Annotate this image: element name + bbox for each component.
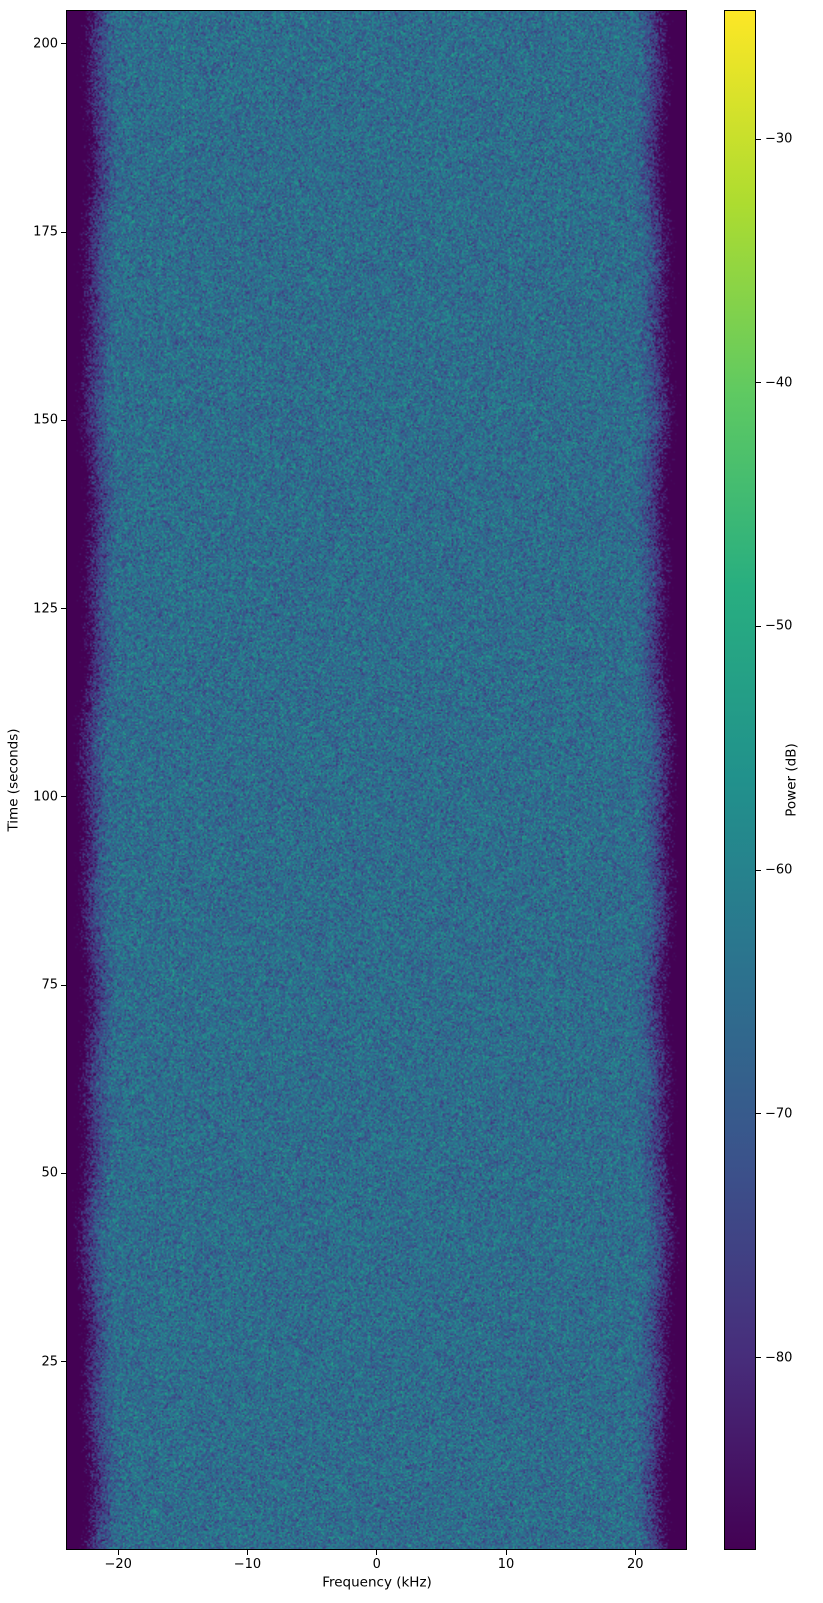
colorbar-tick-mark bbox=[756, 138, 761, 140]
colorbar-tick-label: −30 bbox=[765, 131, 793, 147]
colorbar-tick-label: −80 bbox=[765, 1350, 793, 1365]
colorbar-tick-mark bbox=[756, 1113, 761, 1115]
x-tick-label: 20 bbox=[627, 1557, 644, 1572]
y-tick-mark bbox=[61, 984, 66, 986]
y-tick-mark bbox=[61, 1172, 66, 1174]
colorbar-gradient bbox=[724, 10, 756, 1550]
spectrogram-canvas bbox=[66, 10, 687, 1550]
x-tick-label: −10 bbox=[233, 1557, 262, 1572]
x-tick-mark bbox=[117, 1550, 119, 1555]
y-tick-mark bbox=[61, 1361, 66, 1363]
x-tick-mark bbox=[246, 1550, 248, 1555]
colorbar-tick-mark bbox=[756, 625, 761, 627]
x-tick-label: 10 bbox=[497, 1557, 515, 1572]
y-tick-mark bbox=[61, 43, 66, 45]
x-tick-mark bbox=[505, 1550, 507, 1555]
x-tick-label: −20 bbox=[104, 1557, 132, 1572]
y-tick-mark bbox=[61, 796, 66, 798]
colorbar-tick-label: −70 bbox=[765, 1106, 793, 1122]
y-tick-label: 125 bbox=[33, 601, 58, 617]
y-tick-mark bbox=[61, 608, 66, 610]
y-tick-label: 50 bbox=[41, 1165, 58, 1181]
y-tick-mark bbox=[61, 231, 66, 233]
colorbar-tick-label: −50 bbox=[765, 618, 793, 634]
x-tick-label: 0 bbox=[372, 1557, 381, 1572]
y-tick-label: 175 bbox=[33, 224, 58, 240]
colorbar-tick-mark bbox=[756, 1357, 761, 1358]
y-tick-label: 100 bbox=[33, 789, 58, 805]
y-tick-label: 150 bbox=[33, 412, 58, 428]
colorbar-tick-label: −60 bbox=[765, 862, 793, 878]
y-tick-label: 75 bbox=[41, 977, 58, 993]
y-tick-mark bbox=[61, 419, 66, 421]
y-tick-label: 25 bbox=[41, 1354, 58, 1370]
y-axis-label: Time (seconds) bbox=[5, 728, 22, 832]
colorbar-tick-mark bbox=[756, 869, 761, 871]
x-tick-mark bbox=[634, 1550, 636, 1555]
x-tick-mark bbox=[376, 1550, 378, 1555]
colorbar-label: Power (dB) bbox=[783, 743, 800, 817]
colorbar-tick-label: −40 bbox=[765, 375, 793, 391]
x-axis-label: Frequency (kHz) bbox=[322, 1574, 432, 1591]
colorbar-tick-mark bbox=[756, 382, 761, 384]
y-tick-label: 200 bbox=[33, 36, 58, 52]
